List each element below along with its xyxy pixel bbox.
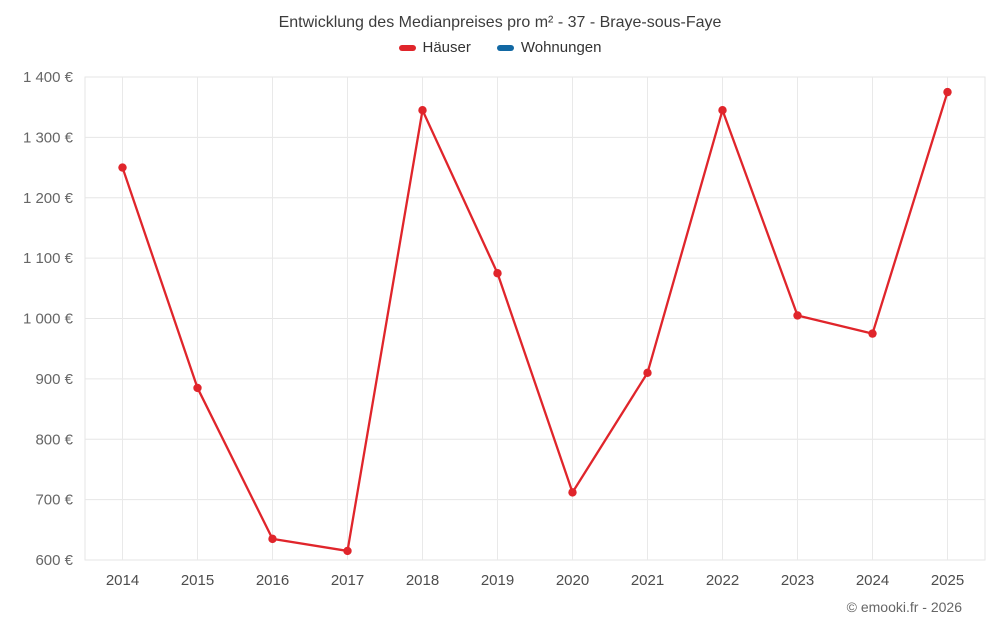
x-tick-label: 2022 (706, 572, 739, 589)
y-tick-label: 1 300 € (23, 129, 74, 146)
data-point[interactable] (868, 329, 877, 338)
y-tick-label: 1 100 € (23, 250, 74, 267)
x-tick-label: 2014 (106, 572, 139, 589)
y-tick-label: 800 € (35, 431, 73, 448)
data-point[interactable] (493, 269, 502, 278)
data-point[interactable] (193, 383, 202, 393)
copyright-watermark: © emooki.fr - 2026 (846, 599, 962, 615)
x-tick-label: 2024 (856, 572, 889, 589)
x-tick-label: 2017 (331, 572, 364, 589)
wohnungen-legend-marker-icon (496, 44, 514, 51)
data-point[interactable] (793, 311, 802, 320)
legend-item-haeuser[interactable]: Häuser (398, 39, 471, 56)
x-tick-label: 2016 (256, 572, 289, 589)
chart-title: Entwicklung des Medianpreises pro m² - 3… (278, 14, 722, 31)
y-tick-label: 900 € (35, 371, 73, 388)
data-point[interactable] (418, 106, 427, 115)
y-tick-label: 1 400 € (23, 69, 74, 86)
legend-item-wohnungen[interactable]: Wohnungen (496, 39, 602, 56)
x-tick-label: 2019 (481, 572, 514, 589)
data-point[interactable] (718, 106, 727, 115)
wohnungen-legend-label: Wohnungen (520, 39, 602, 56)
data-point[interactable] (643, 368, 652, 378)
x-tick-label: 2020 (556, 572, 589, 589)
data-point[interactable] (943, 87, 952, 97)
x-tick-label: 2018 (406, 572, 439, 589)
series-line-0 (121, 90, 949, 553)
y-tick-label: 700 € (35, 492, 73, 509)
data-point[interactable] (568, 488, 577, 497)
y-tick-label: 1 000 € (23, 311, 74, 328)
y-tick-label: 600 € (35, 552, 73, 569)
x-tick-label: 2021 (631, 572, 664, 589)
data-point[interactable] (268, 534, 277, 544)
haeuser-legend-label: Häuser (422, 39, 471, 56)
legend: Häuser Wohnungen (0, 39, 1000, 56)
x-tick-label: 2015 (181, 572, 214, 589)
y-tick-label: 1 200 € (23, 190, 74, 207)
x-tick-label: 2023 (781, 572, 814, 589)
x-tick-label: 2025 (931, 572, 964, 589)
data-point[interactable] (343, 546, 352, 556)
data-point[interactable] (118, 163, 127, 172)
line-chart: 600 € 700 € 800 € 900 € 1 000 € 1 100 € 1 200 … (23, 69, 986, 589)
haeuser-legend-marker-icon (398, 44, 416, 51)
